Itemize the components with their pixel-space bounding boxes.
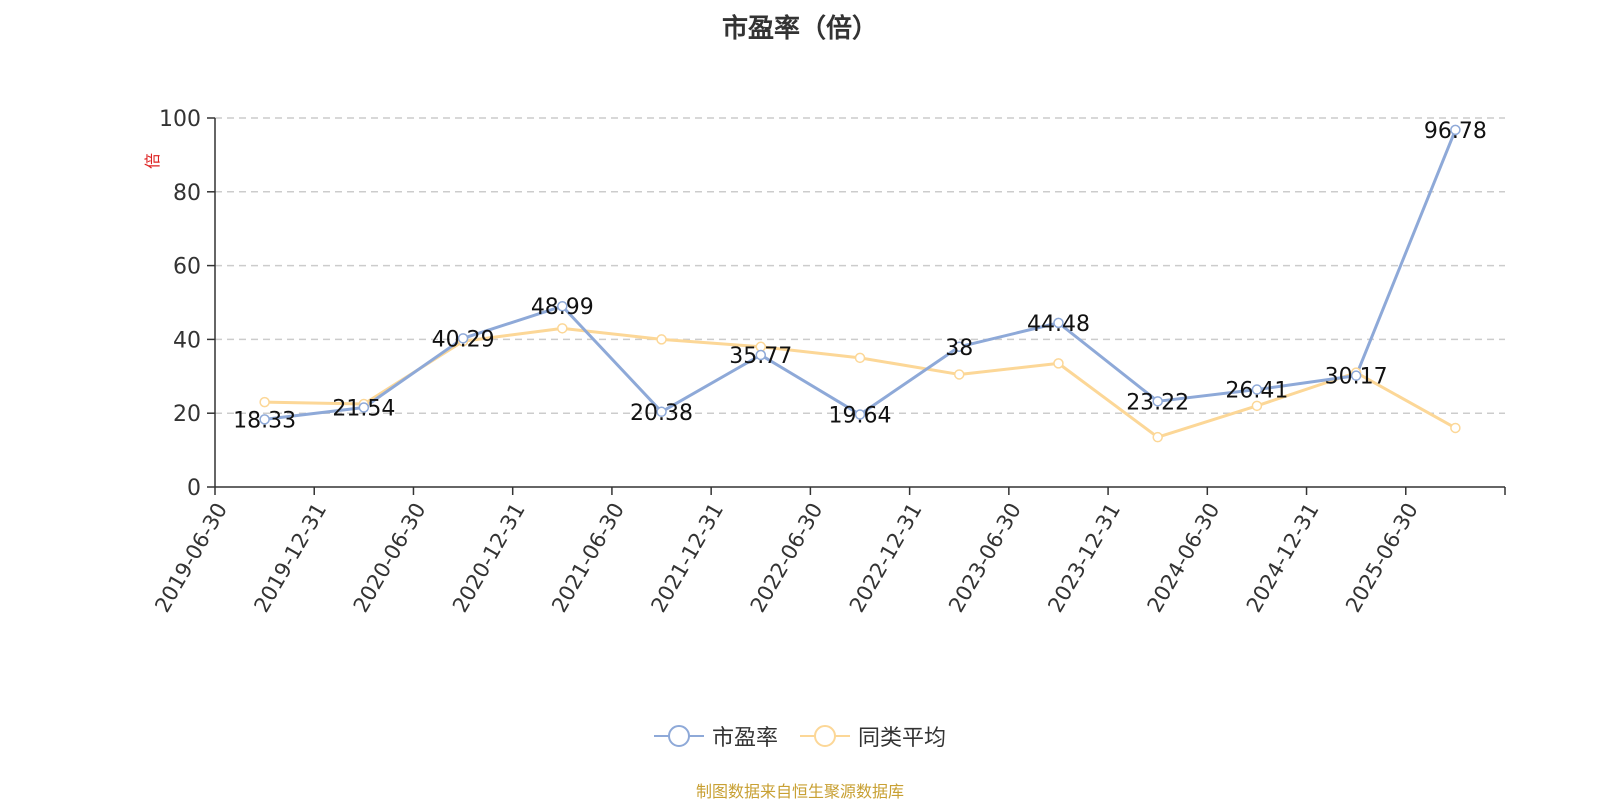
data-label: 40.29 xyxy=(432,327,495,352)
x-tick-label: 2023-06-30 xyxy=(944,499,1026,617)
grid-lines xyxy=(215,117,1505,414)
x-tick-label: 2020-12-31 xyxy=(448,499,530,617)
y-tick-label: 100 xyxy=(159,107,201,132)
data-label: 38 xyxy=(945,336,973,361)
data-label: 44.48 xyxy=(1027,312,1090,337)
x-tick-label: 2024-06-30 xyxy=(1143,499,1225,617)
data-labels: 18.33 21.54 40.29 48.99 20.38 35.77 19.64 38 44.… xyxy=(233,119,1487,433)
series-1-point[interactable] xyxy=(953,369,965,380)
data-label: 23.22 xyxy=(1126,390,1189,415)
legend-label-series-0: 市盈率 xyxy=(711,726,778,751)
x-tick-label: 2023-12-31 xyxy=(1043,499,1125,617)
legend-label-series-1: 同类平均 xyxy=(858,726,947,751)
series-0-point[interactable] xyxy=(1053,317,1064,329)
x-tick-label: 2021-06-30 xyxy=(547,499,629,617)
data-label: 21.54 xyxy=(332,397,395,422)
x-tick-label: 2024-12-31 xyxy=(1242,499,1324,617)
data-label: 96.78 xyxy=(1424,119,1487,144)
series-0-point[interactable] xyxy=(1450,124,1461,136)
series-0-point[interactable] xyxy=(1152,396,1163,407)
y-tick-label: 60 xyxy=(173,255,201,280)
y-axis-label: 倍 xyxy=(143,153,162,169)
series-0-point[interactable] xyxy=(854,409,866,420)
series-0-point[interactable] xyxy=(953,341,965,353)
series-0-point[interactable] xyxy=(1251,384,1263,395)
series-0-point[interactable] xyxy=(1350,370,1362,381)
series-1-point[interactable] xyxy=(1251,400,1263,412)
series-0-point[interactable] xyxy=(259,414,270,425)
data-label: 30.17 xyxy=(1325,365,1388,390)
x-tick-label: 2022-06-30 xyxy=(746,499,828,617)
series-0-point[interactable] xyxy=(656,406,667,418)
x-tick-label: 2020-06-30 xyxy=(349,499,431,617)
y-tick-label: 20 xyxy=(173,402,201,427)
series-1-point[interactable] xyxy=(1450,422,1461,434)
series-line-0 xyxy=(263,128,1457,421)
x-tick-label: 2019-06-30 xyxy=(150,499,232,617)
series-1-point[interactable] xyxy=(1152,431,1163,443)
chart-title: 市盈率（倍） xyxy=(721,14,878,44)
data-label: 19.64 xyxy=(829,404,892,429)
y-tick-label: 0 xyxy=(187,476,201,501)
x-tick-label: 2021-12-31 xyxy=(646,499,728,617)
axes: 0 20 40 60 80 100 2019-06-30 2019-12-31 2020-06-… xyxy=(150,107,1506,617)
series-0-point[interactable] xyxy=(358,402,370,413)
legend-swatch-series-1-icon xyxy=(800,725,850,747)
data-label: 20.38 xyxy=(630,401,693,426)
data-label: 48.99 xyxy=(531,295,594,320)
series-0-point[interactable] xyxy=(457,333,469,344)
legend-item-series-0[interactable]: 市盈率 xyxy=(653,720,778,752)
data-points xyxy=(259,124,1461,443)
x-tick-label: 2019-12-31 xyxy=(249,499,331,617)
series-0-point[interactable] xyxy=(557,300,568,312)
data-label: 35.77 xyxy=(729,344,792,369)
legend-swatch-series-0-icon xyxy=(653,725,704,747)
data-label: 18.33 xyxy=(233,408,296,433)
x-tick-label: 2022-12-31 xyxy=(845,499,927,617)
series-1-point[interactable] xyxy=(1053,358,1064,369)
x-tick-label: 2025-06-30 xyxy=(1341,499,1423,617)
data-source-note: 制图数据来自恒生聚源数据库 xyxy=(695,782,904,801)
y-tick-label: 40 xyxy=(173,328,201,353)
legend-item-series-1[interactable]: 同类平均 xyxy=(800,720,946,752)
series-1-point[interactable] xyxy=(259,396,270,408)
data-label: 26.41 xyxy=(1225,379,1288,404)
series-1-point[interactable] xyxy=(557,323,568,334)
series-1-point[interactable] xyxy=(656,334,667,345)
series-0-point[interactable] xyxy=(755,349,767,361)
legend: 市盈率 同类平均 xyxy=(0,720,1600,752)
series-1-point[interactable] xyxy=(854,352,866,364)
y-tick-label: 80 xyxy=(173,181,201,206)
